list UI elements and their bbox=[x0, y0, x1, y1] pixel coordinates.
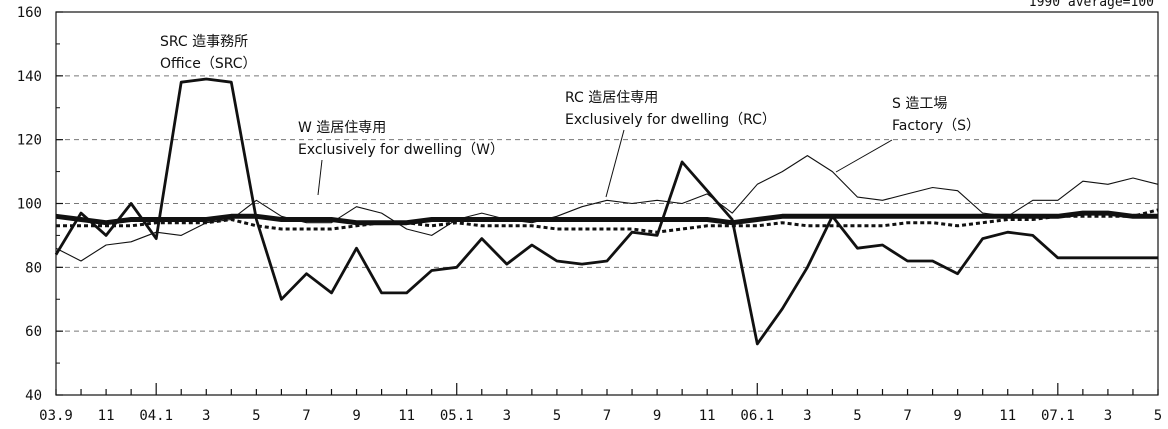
x-tick-label: 03.9 bbox=[39, 408, 73, 424]
annotation-wood-line-2: Exclusively for dwelling（W） bbox=[298, 142, 504, 158]
x-tick-label: 9 bbox=[953, 408, 961, 424]
x-tick-label: 5 bbox=[853, 408, 861, 424]
corner-note: 1990 average=100 bbox=[1029, 0, 1154, 10]
annotation-rc-line-2: Exclusively for dwelling（RC） bbox=[565, 112, 776, 128]
series-line-factory bbox=[55, 155, 1159, 262]
annotation-office-line-2: Office（SRC） bbox=[160, 56, 257, 72]
leader-wood bbox=[317, 159, 323, 196]
x-tick-label: 11 bbox=[699, 408, 716, 424]
x-tick-label: 3 bbox=[1104, 408, 1112, 424]
x-tick-label: 05.1 bbox=[440, 408, 474, 424]
x-tick-label: 04.1 bbox=[139, 408, 173, 424]
x-tick-label: 3 bbox=[803, 408, 811, 424]
x-tick-label: 5 bbox=[252, 408, 260, 424]
annotation-leaders bbox=[317, 129, 893, 198]
leader-rc bbox=[605, 129, 625, 198]
x-tick-label: 11 bbox=[98, 408, 115, 424]
grid-lines bbox=[56, 75, 1158, 332]
y-tick-label: 120 bbox=[17, 133, 42, 149]
annotation-rc-line-1: RC 造居住専用 bbox=[565, 90, 658, 106]
y-tick-label: 160 bbox=[17, 5, 42, 21]
annotation-factory-line-2: Factory（S） bbox=[892, 118, 980, 134]
axes: 40 60 80 100 120 140 160 03.9 11 04.1 3 5 7 9 11 05.1 3 5… bbox=[17, 5, 1163, 424]
x-tick-label: 07.1 bbox=[1041, 408, 1075, 424]
x-tick-label: 5 bbox=[553, 408, 561, 424]
x-tick-label: 11 bbox=[999, 408, 1016, 424]
y-tick-label: 80 bbox=[25, 260, 42, 276]
y-tick-label: 60 bbox=[25, 324, 42, 340]
x-tick-label: 06.1 bbox=[740, 408, 774, 424]
y-tick-label: 40 bbox=[25, 388, 42, 404]
x-tick-label: 9 bbox=[352, 408, 360, 424]
annotation-office-line-1: SRC 造事務所 bbox=[160, 34, 248, 50]
annotation-labels: SRC 造事務所 Office（SRC） W 造居住専用 Exclusively fo… bbox=[160, 34, 980, 158]
x-tick-label: 11 bbox=[398, 408, 415, 424]
y-tick-label: 100 bbox=[17, 197, 42, 213]
series-lines bbox=[54, 77, 1159, 346]
y-tick-label: 140 bbox=[17, 69, 42, 85]
x-tick-label: 3 bbox=[202, 408, 210, 424]
series-line-rc bbox=[56, 208, 1159, 234]
annotation-wood-line-1: W 造居住専用 bbox=[298, 120, 386, 136]
annotation-factory-line-1: S 造工場 bbox=[892, 96, 947, 112]
x-tick-label: 7 bbox=[302, 408, 310, 424]
x-tick-label: 3 bbox=[503, 408, 511, 424]
x-tick-label: 7 bbox=[603, 408, 611, 424]
x-tick-label: 7 bbox=[903, 408, 911, 424]
leader-factory bbox=[835, 139, 893, 173]
x-tick-label: 5 bbox=[1154, 408, 1162, 424]
x-tick-label: 9 bbox=[653, 408, 661, 424]
series-line-wood bbox=[55, 210, 1158, 226]
series-line-office bbox=[54, 77, 1158, 346]
